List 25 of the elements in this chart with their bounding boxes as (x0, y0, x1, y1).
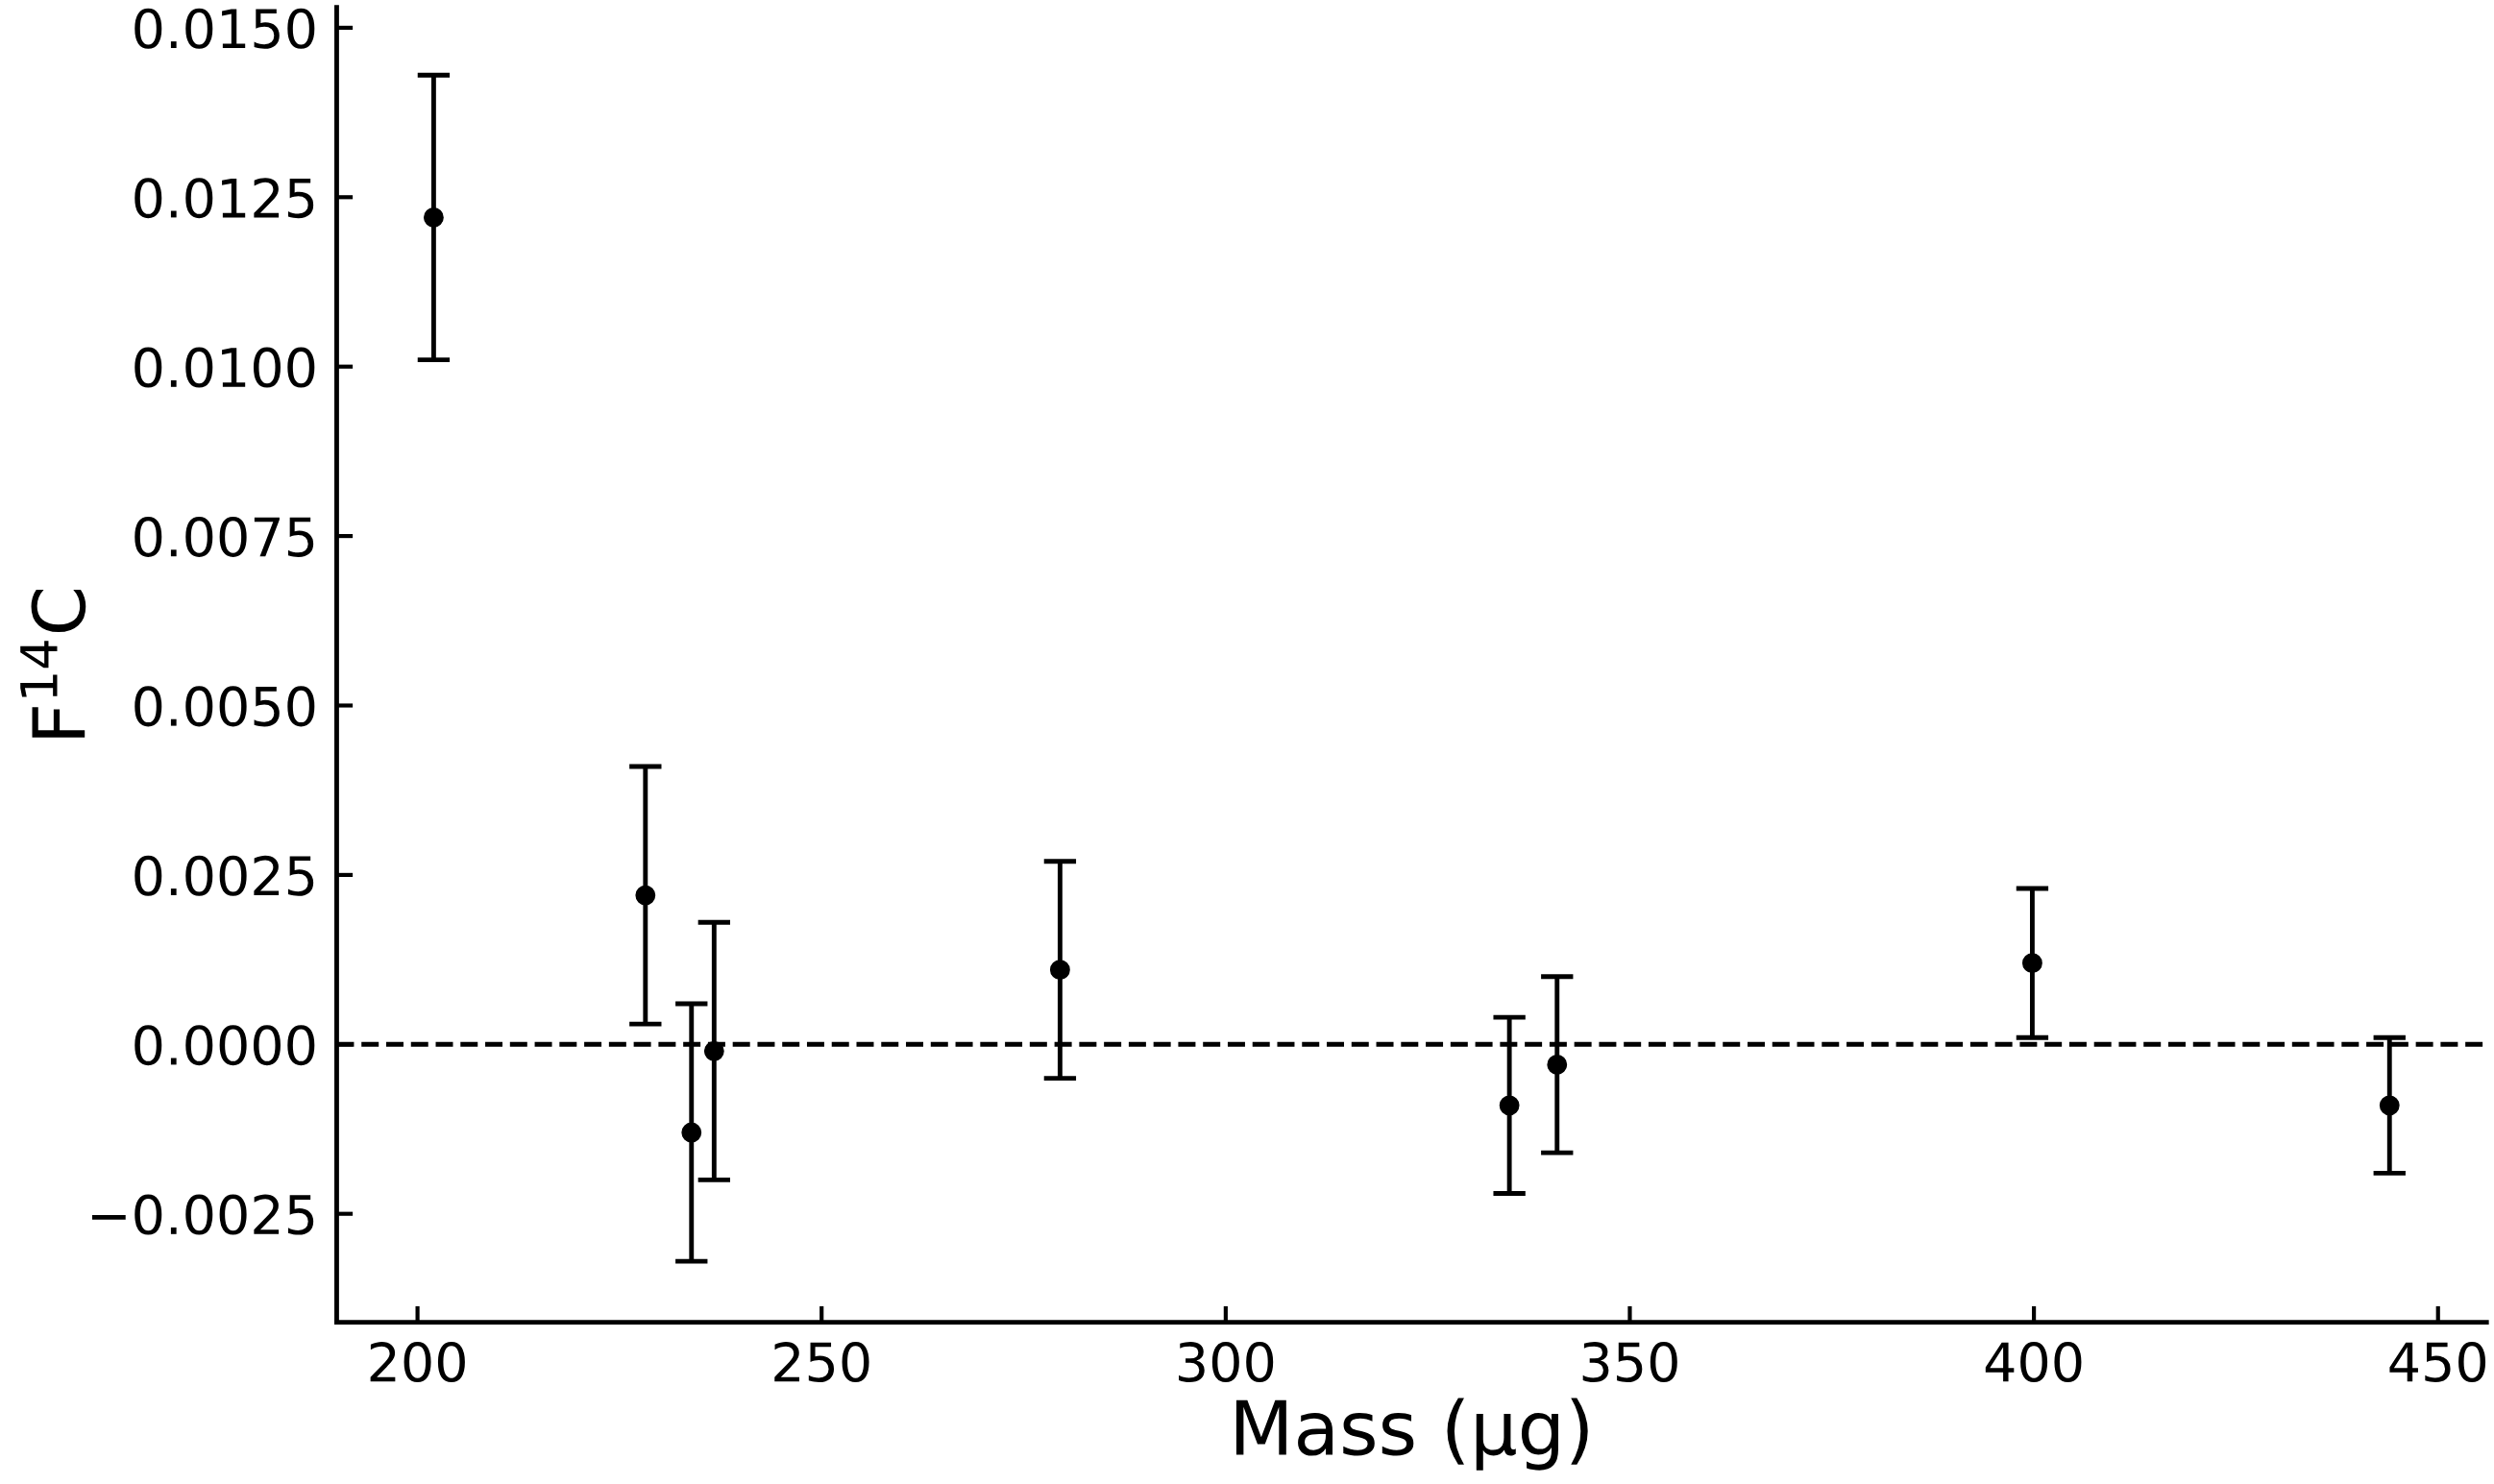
x-tick-label: 350 (1582, 1342, 1677, 1383)
y-tick-label: 0.0100 (134, 347, 315, 388)
point (1049, 960, 1070, 981)
y-axis-title: F$^{14}$C (20, 590, 86, 738)
point (703, 1040, 724, 1061)
point (681, 1122, 702, 1143)
point (1499, 1095, 1520, 1116)
y-tick-label: 0.0150 (134, 8, 315, 49)
y-tick-label: 0.0125 (134, 178, 314, 219)
x-tick-label: 200 (370, 1342, 465, 1383)
x-tick-label: 450 (2389, 1342, 2486, 1383)
point (2022, 953, 2042, 974)
x-tick-label: 250 (774, 1342, 869, 1383)
point (1547, 1055, 1568, 1075)
y-tick-label: 0.0025 (134, 855, 314, 896)
x-tick-label: 300 (1179, 1342, 1274, 1383)
y-tick-label: −0.0025 (91, 1194, 314, 1235)
point (635, 885, 656, 906)
y-tick-label: 0.0050 (134, 686, 315, 727)
y-tick-label: 0.0000 (134, 1025, 315, 1066)
y-tick-label: 0.0075 (134, 516, 314, 557)
point (423, 207, 444, 228)
x-axis-title: Mass (µg) (1235, 1398, 1588, 1471)
point (2379, 1095, 2400, 1116)
x-tick-label: 400 (1985, 1342, 2082, 1383)
